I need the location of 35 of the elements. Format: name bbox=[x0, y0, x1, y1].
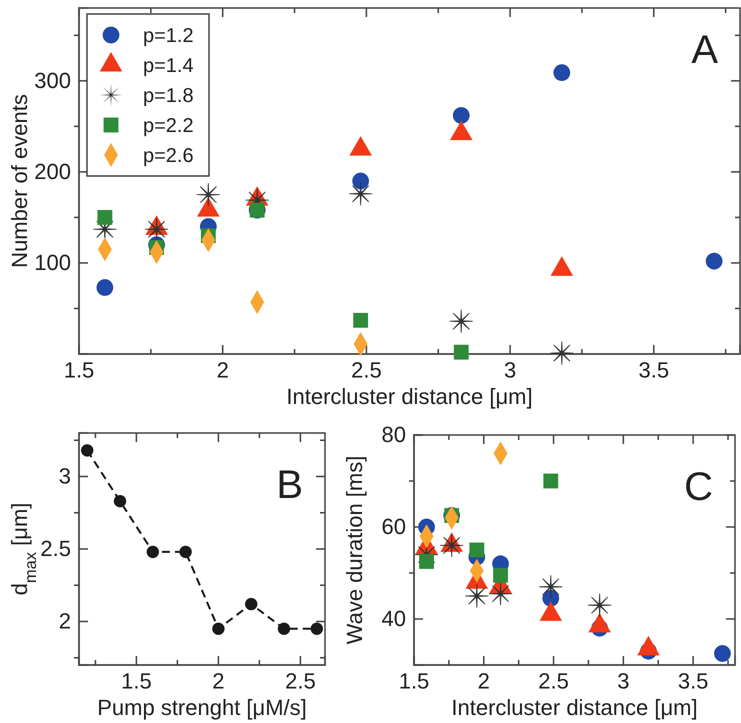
annotation: C bbox=[684, 465, 713, 509]
x-tick-label: 2.5 bbox=[285, 668, 316, 694]
x-tick-label: 2 bbox=[478, 668, 490, 694]
y-tick-label: 2.5 bbox=[40, 536, 71, 562]
x-tick-label: 3 bbox=[504, 358, 516, 383]
annotation: A bbox=[691, 28, 718, 72]
x-tick-label: 1.5 bbox=[64, 358, 94, 383]
y-tick-label: 3 bbox=[58, 464, 71, 489]
x-tick-label: 3.5 bbox=[678, 668, 708, 694]
y-tick-label: 300 bbox=[34, 68, 71, 93]
x-axis-title: Intercluster distance [μm] bbox=[451, 695, 698, 720]
legend-label: p=1.4 bbox=[143, 55, 194, 77]
x-tick-label: 3 bbox=[617, 668, 630, 694]
y-tick-label: 2 bbox=[58, 608, 71, 634]
legend-label: p=2.2 bbox=[143, 115, 194, 137]
annotation: B bbox=[276, 463, 303, 507]
legend-label: p=1.8 bbox=[143, 85, 194, 107]
x-tick-label: 2.5 bbox=[538, 668, 569, 694]
x-axis-title: Pump strenght [μM/s] bbox=[97, 695, 307, 720]
x-tick-label: 2 bbox=[212, 668, 225, 694]
y-tick-label: 200 bbox=[34, 158, 71, 184]
y-tick-label: 100 bbox=[34, 250, 71, 275]
x-tick-label: 2 bbox=[216, 358, 229, 383]
legend-label: p=1.2 bbox=[143, 25, 194, 47]
x-tick-label: 1.5 bbox=[121, 668, 152, 694]
y-axis-title: Wave duration [ms] bbox=[342, 456, 367, 644]
y-axis-title: Number of events bbox=[7, 94, 32, 268]
y-tick-label: 80 bbox=[382, 422, 406, 448]
x-axis-title: Intercluster distance [μm] bbox=[286, 384, 533, 409]
y-tick-label: 40 bbox=[382, 606, 406, 632]
x-tick-label: 1.5 bbox=[398, 668, 430, 694]
y-tick-label: 60 bbox=[382, 514, 406, 540]
legend-label: p=2.6 bbox=[143, 145, 194, 167]
x-tick-label: 2.5 bbox=[351, 358, 382, 383]
x-tick-label: 3.5 bbox=[638, 358, 670, 383]
